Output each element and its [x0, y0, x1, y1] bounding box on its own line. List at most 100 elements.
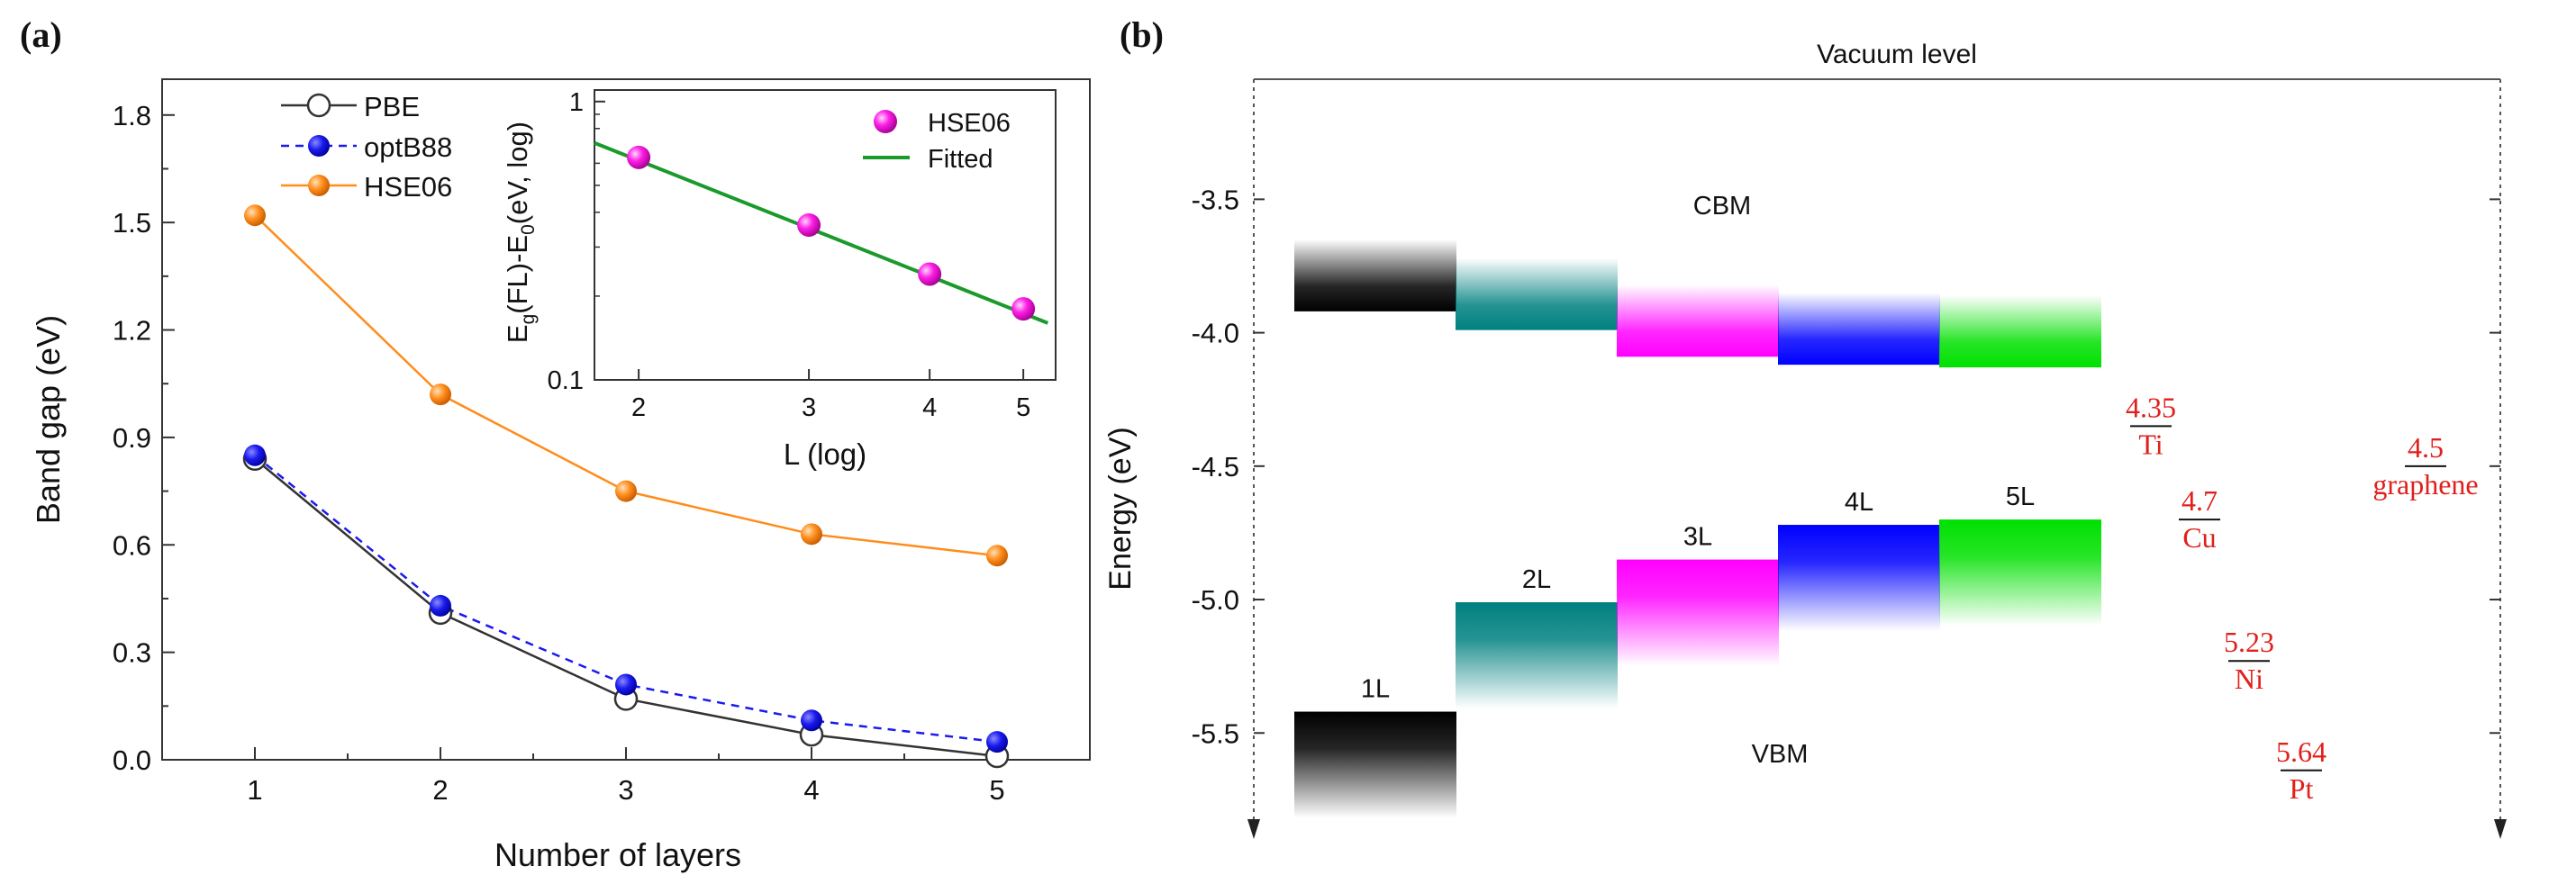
- y-axis-label-inset: Eg(FL)-E0(eV, log): [502, 122, 539, 343]
- work-function-metal-pt: Pt: [2290, 772, 2314, 805]
- x-tick-label-a: 2: [432, 774, 448, 806]
- data-point-hse06: [244, 204, 266, 227]
- x-tick-label-inset: 4: [922, 393, 937, 422]
- cbm-block-3l: [1617, 284, 1779, 357]
- axis-ticks-inset: 2 3 4 5 0.1 1: [548, 88, 1031, 422]
- band-gap-chart: 0.0 0.3 0.6 0.9 1.2 1.5 1.8 1 2 3 4 5 Number of lay…: [30, 78, 1091, 873]
- legend-item-hse06: HSE06: [281, 171, 452, 203]
- left-axis-arrow-b: [1247, 819, 1260, 839]
- data-point-hse06: [430, 383, 451, 406]
- x-axis-label-inset: L (log): [784, 437, 866, 471]
- y-tick-label-b: -5.5: [1192, 717, 1239, 749]
- vbm-block-4l: [1778, 525, 1940, 632]
- data-point-inset-hse06: [627, 145, 651, 169]
- data-point-inset-hse06: [918, 262, 942, 286]
- y-axis-label-a: Band gap (eV): [30, 315, 67, 524]
- y-tick-label-inset: 1: [569, 88, 584, 117]
- vbm-block-5l: [1939, 519, 2101, 627]
- fitted-line-inset: [594, 140, 1049, 325]
- panel-a-label: (a): [20, 14, 62, 55]
- inset-chart: 2 3 4 5 0.1 1 L (log) Eg(FL)-E0(eV, log) HSE0…: [502, 88, 1057, 471]
- y-tick-label-b: -4.5: [1192, 451, 1239, 483]
- work-function-metal-graphene: graphene: [2372, 468, 2478, 501]
- y-tick-label-a: 1.8: [113, 100, 151, 131]
- legend-item-pbe: PBE: [281, 91, 420, 122]
- cbm-label: CBM: [1693, 192, 1751, 221]
- data-point-inset-hse06: [1011, 297, 1036, 321]
- axis-ticks-a: 0.0 0.3 0.6 0.9 1.2 1.5 1.8 1 2 3 4 5: [113, 100, 1005, 806]
- vbm-block-3l: [1617, 559, 1779, 666]
- layer-label-5l: 5L: [2006, 483, 2035, 511]
- y-tick-label-b: -3.5: [1192, 184, 1239, 215]
- layer-label-2l: 2L: [1522, 565, 1551, 594]
- vbm-block-1l: [1294, 711, 1456, 818]
- legend-marker-optb88: [308, 135, 330, 157]
- x-tick-label-a: 4: [803, 774, 819, 806]
- layer-label-3l: 3L: [1683, 523, 1712, 552]
- y-tick-label-a: 0.6: [113, 529, 151, 561]
- layer-label-4l: 4L: [1845, 488, 1873, 517]
- legend-label-hse06: HSE06: [364, 171, 452, 203]
- data-point-optb88: [615, 673, 637, 696]
- cbm-block-2l: [1456, 257, 1618, 330]
- work-function-metal-ni: Ni: [2235, 663, 2263, 695]
- inset-ylabel-sub-g: g: [518, 314, 539, 325]
- x-tick-label-a: 3: [618, 774, 633, 806]
- panel-b-label: (b): [1120, 14, 1164, 55]
- data-point-optb88: [430, 594, 451, 617]
- x-tick-label-a: 5: [989, 774, 1004, 806]
- x-tick-label-inset: 2: [631, 393, 646, 422]
- series-markers-inset: [627, 145, 1036, 321]
- data-point-hse06: [986, 545, 1008, 567]
- legend-marker-hse06: [308, 175, 330, 196]
- right-axis-arrow-b: [2494, 819, 2507, 839]
- inset-ylabel-mid: (FL)-E: [502, 235, 533, 314]
- work-function-marks: 4.35 Ti 4.7 Cu 5.23 Ni 5.64 Pt 4.5 graphene: [2126, 391, 2479, 804]
- vbm-label: VBM: [1752, 740, 1809, 769]
- legend-label-inset-fitted: Fitted: [928, 145, 993, 174]
- band-edge-bars: 1L 2L 3L 4L 5L: [1294, 239, 2101, 818]
- series-line-pbe: [254, 457, 998, 758]
- legend-inset: HSE06 Fitted: [863, 109, 1011, 174]
- legend-label-optb88: optB88: [364, 131, 452, 163]
- work-function-value-ti: 4.35: [2126, 391, 2176, 423]
- legend-marker-pbe: [306, 93, 331, 118]
- x-tick-label-inset: 3: [802, 393, 816, 422]
- x-tick-label-a: 1: [247, 774, 262, 806]
- y-tick-label-a: 1.2: [113, 315, 151, 347]
- y-tick-label-inset: 0.1: [548, 366, 584, 395]
- work-function-value-cu: 4.7: [2181, 484, 2218, 517]
- data-point-optb88: [986, 731, 1008, 753]
- y-axis-label-b: Energy (eV): [1103, 427, 1138, 590]
- work-function-metal-ti: Ti: [2138, 428, 2163, 460]
- data-point-inset-hse06: [797, 212, 821, 237]
- data-point-optb88: [801, 709, 822, 732]
- data-point-optb88: [244, 444, 266, 466]
- inset-ylabel-end: (eV, log): [502, 122, 533, 224]
- y-tick-label-a: 0.9: [113, 422, 151, 454]
- x-axis-label-a: Number of layers: [494, 836, 741, 873]
- cbm-block-5l: [1939, 295, 2101, 368]
- legend-marker-inset-hse06: [874, 110, 897, 133]
- series-markers-a: [242, 204, 1010, 769]
- cbm-block-1l: [1294, 239, 1456, 311]
- cbm-block-4l: [1778, 293, 1940, 365]
- inset-ylabel-sub-0: 0: [518, 224, 539, 235]
- fitted-line: [594, 140, 1049, 325]
- vacuum-level-label: Vacuum level: [1817, 40, 1977, 69]
- legend-label-inset-hse06: HSE06: [928, 109, 1011, 138]
- inset-ylabel-e: E: [502, 324, 533, 343]
- y-tick-label-b: -5.0: [1192, 584, 1239, 616]
- series-line-optb88: [254, 454, 998, 744]
- data-point-hse06: [801, 523, 822, 546]
- y-tick-label-a: 0.0: [113, 744, 151, 776]
- x-tick-label-inset: 5: [1016, 393, 1030, 422]
- axis-ticks-b: -5.5 -5.0 -4.5 -4.0 -3.5: [1192, 184, 2500, 749]
- work-function-value-ni: 5.23: [2224, 626, 2274, 658]
- vbm-block-2l: [1456, 602, 1618, 708]
- legend-a: PBE optB88 HSE06: [281, 91, 452, 203]
- y-tick-label-a: 1.5: [113, 207, 151, 239]
- work-function-value-graphene: 4.5: [2408, 431, 2444, 464]
- data-point-hse06: [615, 480, 637, 502]
